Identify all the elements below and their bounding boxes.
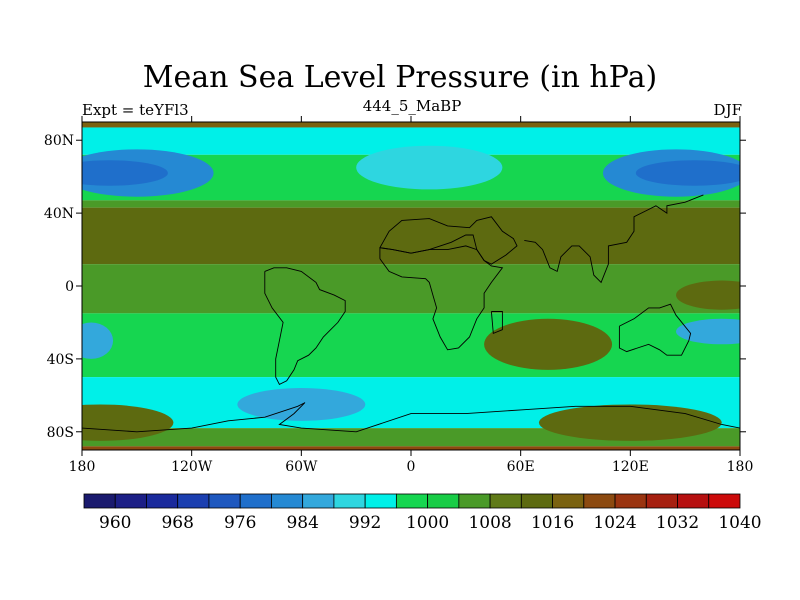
colorbar-label-992: 992 — [349, 513, 381, 533]
x-tick-label-1: 120W — [171, 459, 213, 475]
colorbar-label-976: 976 — [224, 513, 256, 533]
x-tick-label-3: 0 — [407, 459, 416, 475]
colorbar-label-984: 984 — [286, 513, 318, 533]
colorbar-swatch-1016 — [520, 493, 553, 509]
pressure-band-4 — [82, 207, 740, 265]
coastline-south-asia — [524, 194, 704, 284]
colorbar-swatch-988 — [302, 493, 335, 509]
colorbar-swatch-996 — [364, 493, 397, 509]
x-tick-label-5: 120E — [612, 459, 649, 475]
coastlines — [82, 194, 740, 433]
axis-ticks: 180 120W 60W 0 60E 120E 180 80N 40N 0 40S 80S — [44, 116, 753, 475]
colorbar-swatch-1040 — [708, 493, 741, 509]
coastline-australia — [618, 303, 692, 356]
colorbar-swatch-1036 — [677, 493, 710, 509]
experiment-id-label: 444_5_MaBP — [362, 97, 462, 115]
season-label: DJF — [713, 101, 742, 119]
colorbar-swatch-1004 — [427, 493, 460, 509]
colorbar-label-1008: 1008 — [468, 513, 511, 533]
colorbar-label-1000: 1000 — [406, 513, 449, 533]
colorbar-swatch-960 — [83, 493, 116, 509]
x-tick-label-0: 180 — [69, 459, 96, 475]
pressure-band-6 — [82, 313, 740, 378]
colorbar-swatch-1008 — [458, 493, 491, 509]
colorbar-swatch-972 — [177, 493, 210, 509]
pressure-band-5 — [82, 264, 740, 314]
chart-title: Mean Sea Level Pressure (in hPa) — [142, 60, 658, 95]
colorbar-swatch-1032 — [645, 493, 678, 509]
colorbar-swatch-984 — [271, 493, 304, 509]
coastline-north-africa-mideast — [379, 216, 518, 265]
colorbar-swatch-980 — [239, 493, 272, 509]
pressure-band-0 — [82, 122, 740, 128]
pressure-field — [82, 122, 740, 450]
x-tick-label-4: 60E — [507, 459, 535, 475]
colorbar-swatch-976 — [208, 493, 241, 509]
experiment-label: Expt = teYFl3 — [82, 101, 189, 119]
pressure-cell-8 — [484, 318, 613, 370]
y-tick-label-4: 80S — [47, 425, 74, 441]
colorbar-swatch-1024 — [583, 493, 616, 509]
x-tick-label-2: 60W — [285, 459, 318, 475]
pressure-cell-9 — [676, 280, 740, 310]
coastline-africa — [379, 245, 504, 351]
y-tick-label-3: 40S — [47, 352, 74, 368]
colorbar-swatch-1012 — [489, 493, 522, 509]
pressure-cell-6 — [676, 318, 740, 345]
pressure-band-3 — [82, 200, 740, 208]
pressure-cell-3 — [635, 160, 740, 186]
x-tick-label-6: 180 — [727, 459, 754, 475]
pressure-cell-7 — [82, 322, 114, 359]
colorbar-label-1024: 1024 — [593, 513, 636, 533]
y-tick-label-2: 0 — [65, 279, 74, 295]
pressure-cell-4 — [356, 145, 503, 190]
colorbar-label-1032: 1032 — [656, 513, 699, 533]
coastline-antarctica — [82, 402, 740, 433]
colorbar-label-968: 968 — [161, 513, 193, 533]
colorbar-swatch-992 — [333, 493, 366, 509]
colorbar-swatch-1028 — [614, 493, 647, 509]
pressure-cell-10 — [538, 404, 722, 441]
colorbar-swatch-968 — [146, 493, 179, 509]
coastline-madagascar — [490, 311, 503, 335]
pressure-cell-2 — [82, 160, 168, 186]
colorbar-label-960: 960 — [99, 513, 131, 533]
y-tick-label-1: 40N — [44, 206, 74, 222]
pressure-cell-11 — [82, 404, 174, 441]
colorbar: 960 968 976 984 992 1000 1008 1016 1024 1032 1040 — [83, 493, 762, 533]
pressure-band-9 — [82, 446, 740, 450]
colorbar-swatch-1020 — [552, 493, 585, 509]
colorbar-label-1016: 1016 — [531, 513, 574, 533]
colorbar-swatch-1000 — [395, 493, 429, 509]
coastline-south-america — [264, 267, 346, 386]
colorbar-swatch-964 — [114, 493, 147, 509]
y-tick-label-0: 80N — [44, 133, 74, 149]
colorbar-label-1040: 1040 — [718, 513, 761, 533]
